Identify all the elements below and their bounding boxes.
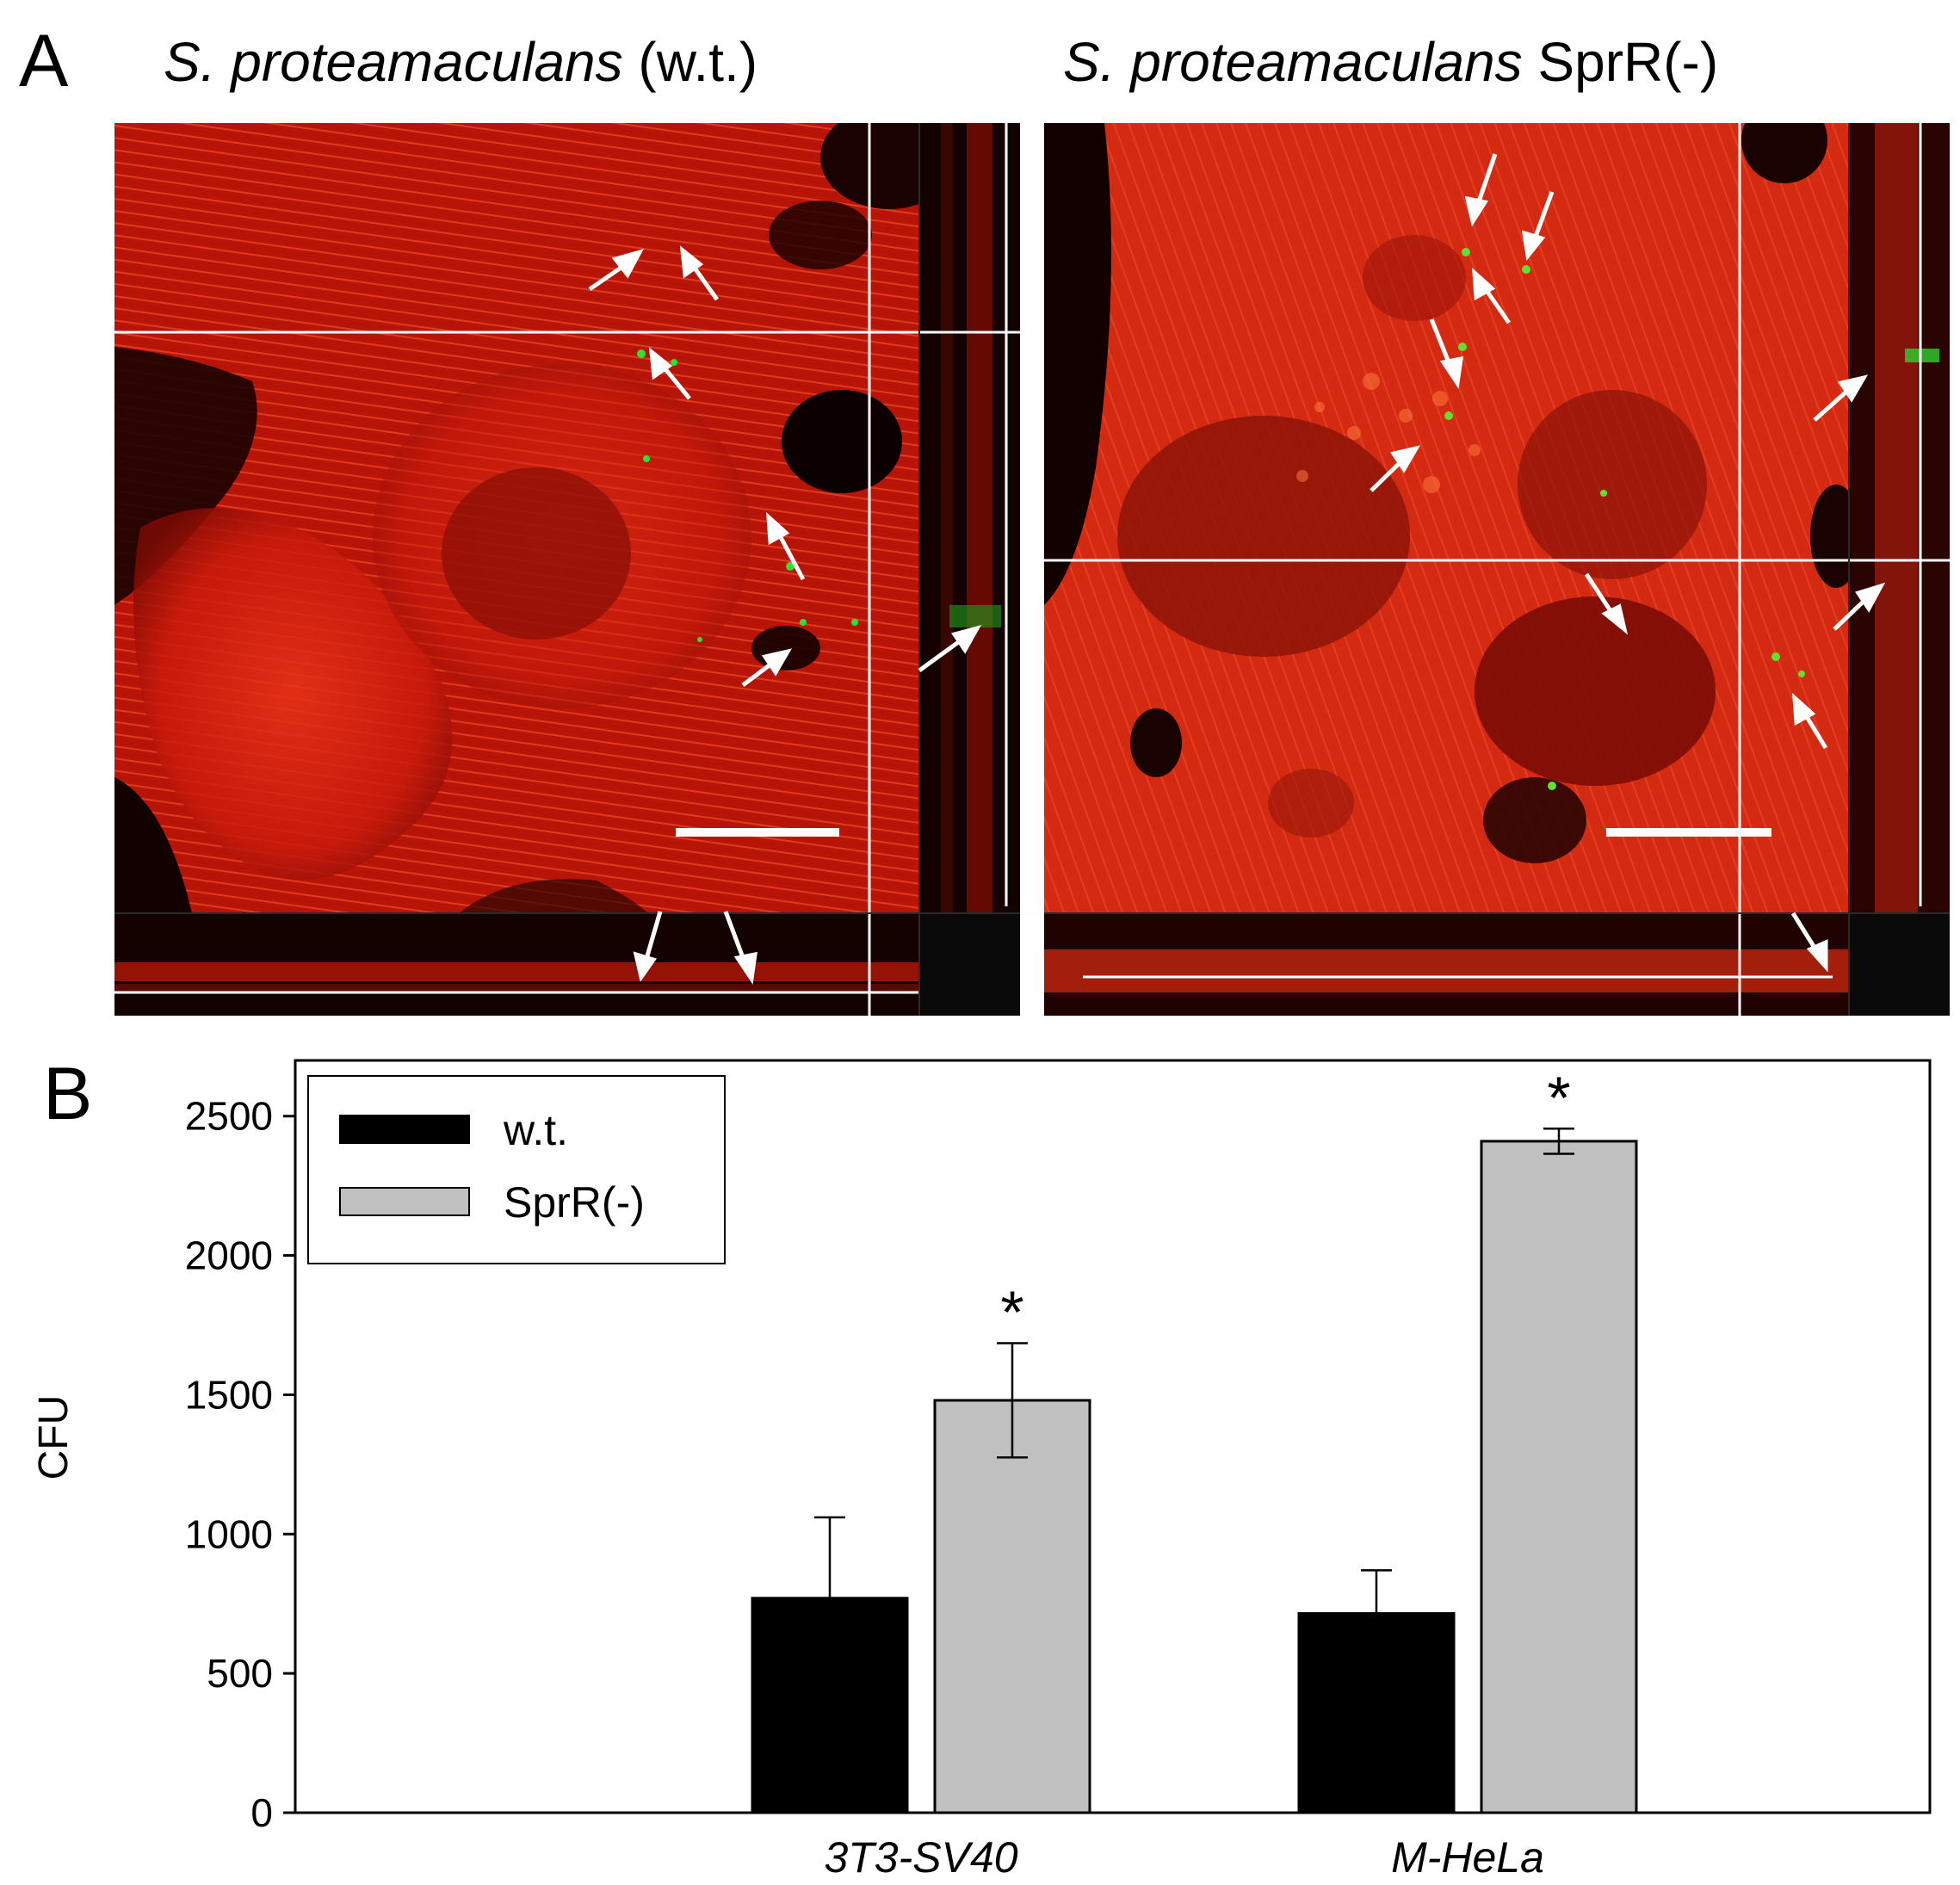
legend-label-sprr: SprR(-) <box>504 1178 645 1227</box>
micrograph-sprr-mutant-image <box>1044 123 1950 1016</box>
y-tick-label: 500 <box>207 1651 273 1696</box>
bar-sprr-3t3 <box>933 1399 1091 1814</box>
x-category-label: M-HeLa <box>1391 1833 1544 1882</box>
panel-a-left-title: S. proteamaculans (w.t.) <box>164 34 757 90</box>
bars-group <box>751 1140 1638 1814</box>
bar-wt-3t3 <box>751 1597 909 1814</box>
left-title-species: S. proteamaculans <box>164 31 623 93</box>
panel-a-right-title: S. proteamaculans SprR(-) <box>1063 34 1718 90</box>
x-category-label: 3T3-SV40 <box>824 1833 1017 1882</box>
legend: w.t. SprR(-) <box>307 1075 726 1264</box>
legend-label-wt: w.t. <box>503 1106 568 1154</box>
y-tick-label: 1500 <box>185 1372 273 1417</box>
y-tick-label: 1000 <box>185 1511 273 1556</box>
significance-star: * <box>1547 1064 1570 1131</box>
micrograph-sprr-mutant <box>1044 123 1950 1016</box>
error-bars-group <box>814 1128 1574 1614</box>
significance-markers: ** <box>1000 1064 1570 1345</box>
plot-area-frame <box>294 1059 1932 1814</box>
bar-sprr-mhela <box>1480 1140 1638 1814</box>
micrograph-wild-type-image <box>114 123 1020 1016</box>
significance-star: * <box>1000 1279 1023 1346</box>
panel-b-letter: B <box>43 1053 93 1135</box>
legend-box <box>307 1075 726 1264</box>
y-tick-label: 2500 <box>185 1094 273 1139</box>
legend-swatch-wt <box>339 1115 470 1144</box>
right-title-species: S. proteamaculans <box>1063 31 1523 93</box>
y-tick-label: 0 <box>250 1790 273 1835</box>
bar-wt-mhela <box>1297 1612 1456 1814</box>
y-tick-label: 2000 <box>185 1233 273 1278</box>
y-axis: 0 500 1000 1500 2000 2500 <box>185 1094 295 1835</box>
micrograph-wild-type <box>114 123 1020 1016</box>
x-axis-labels: 3T3-SV40 M-HeLa <box>824 1833 1543 1882</box>
legend-swatch-sprr <box>339 1187 470 1216</box>
panel-a-letter: A <box>19 20 69 102</box>
y-axis-label: CFU <box>31 1395 77 1480</box>
right-title-strain: SprR(-) <box>1522 31 1719 93</box>
left-title-strain: (w.t.) <box>622 31 758 93</box>
